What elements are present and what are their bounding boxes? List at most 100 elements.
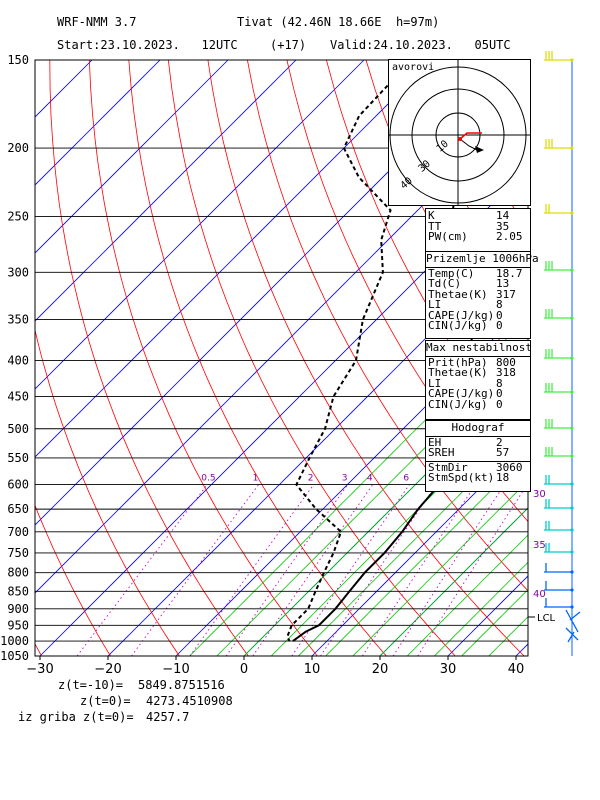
x-tick-label: 20 [372,662,389,677]
mixing-ratio-label: 0.5 [201,474,215,484]
wind-barb-point [570,316,574,320]
grib-value: 4257.7 [146,710,190,724]
hodograf-panel: Hodograf EH 2 SREH 57 StmDir 3060 StmSpd(kt… [425,420,531,492]
x-tick-label: 30 [440,662,457,677]
moist-adiabat-line [325,452,528,656]
max-prit-label: Prit(hPa) [428,355,488,369]
mixing-ratio-line [131,484,259,656]
wind-barb-point [570,426,574,430]
stmspd-label: StmSpd(kt) [428,471,495,484]
pressure-tick-label: 650 [7,502,29,516]
moist-adiabat-line [243,371,528,656]
pressure-tick-label: 1000 [0,634,29,648]
isotherm-line [35,60,433,458]
max-instability-panel: Max nestabilnost Prit(hPa) 800 Thetae(K) 3… [425,340,532,420]
z-zero-label: z(t=0)= [80,694,131,708]
pressure-tick-label: 800 [7,566,29,580]
moist-adiabat-line [352,480,528,656]
pressure-tick-label: 350 [7,313,29,327]
isotherm-line [311,439,528,656]
hodograf-title: Hodograf [451,421,505,434]
stmdir-label: StmDir [428,460,468,474]
mixing-ratio-line [189,484,315,656]
surface-cape-label: CAPE(J/kg) [428,308,495,322]
pressure-tick-label: 700 [7,525,29,539]
tt-index-value: 35 [496,219,510,233]
max-thetae-label: Thetae(K) [428,366,488,379]
surface-cape-value: 0 [496,308,503,322]
pressure-tick-label: 750 [7,546,29,560]
pressure-tick-label: 950 [7,618,29,632]
mixing-ratio-line [252,484,374,656]
mixing-ratio-label: 3 [342,474,348,484]
surface-thetae-label: Thetae(K) [428,287,488,301]
surface-temp-label: Temp(C) [428,266,475,280]
wind-barb-point [570,588,574,592]
z-minus10-value: 5849.8751516 [138,678,225,692]
mixing-ratio-label: 6 [403,474,409,484]
mixing-ratio-label: 2 [308,474,314,484]
pressure-tick-label: 300 [7,265,29,279]
valid-time: Valid:24.10.2023. 05UTC [330,38,511,52]
max-cape-value: 0 [496,387,503,400]
isotherm-line [35,60,365,390]
surface-li-value: 8 [496,298,503,311]
pressure-tick-label: 550 [7,451,29,465]
max-cin-value: 0 [496,397,503,411]
indices-panel: K 14 TT 35 PW(cm) 2.05 [425,208,531,252]
mixing-ratio-line [76,484,208,656]
surface-title: Prizemlje 1006hPa [426,252,539,265]
dry-adiabat-line [88,60,318,656]
moist-adiabat-line [216,343,528,656]
z-zero-value: 4273.4510908 [146,694,233,708]
wind-barb-point [570,211,574,215]
right-side-label: 40 [533,589,546,600]
max-thetae-value: 318 [496,366,516,379]
pressure-tick-label: 250 [7,209,29,223]
pressure-tick-label: 600 [7,478,29,492]
isotherm-line [107,235,528,656]
max-instability-title: Max nestabilnost [426,341,532,354]
isotherm-line [39,167,528,656]
pressure-tick-label: 150 [7,53,29,67]
right-side-label: 30 [533,489,546,500]
k-index-value: 14 [496,209,510,222]
wind-barb-point [570,58,574,62]
x-tick-label: −20 [94,662,121,677]
station-info: Tivat (42.46N 18.66E h=97m) [237,15,440,29]
wind-barb-point [570,550,574,554]
mixing-ratio-line [417,484,528,656]
x-tick-label: −10 [162,662,189,677]
sreh-value: 57 [496,446,510,459]
surface-temp-value: 18.7 [496,266,523,280]
x-tick-label: 10 [304,662,321,677]
dewpoint-line [286,60,413,642]
mixing-ratio-line [362,484,476,656]
isotherm-line [35,60,297,322]
lcl-label: LCL [537,613,556,624]
pressure-tick-label: 1050 [0,649,29,663]
k-index-label: K [428,209,435,222]
start-time: Start:23.10.2023. 12UTC [57,38,238,52]
x-tick-label: 40 [508,662,525,677]
wind-barb-point [570,146,574,150]
max-prit-value: 800 [496,355,516,369]
surface-panel: Prizemlje 1006hPa Temp(C) 18.7 Td(C) 13 Th… [425,251,539,339]
lead-time: (+17) [270,38,307,52]
moist-adiabat-line [406,534,528,656]
surface-cin-value: 0 [496,319,503,332]
tt-index-label: TT [428,219,442,233]
surface-td-value: 13 [496,277,510,290]
pressure-tick-label: 900 [7,602,29,616]
pressure-tick-label: 200 [7,141,29,155]
hodograph-title: avorovi [392,62,435,73]
wind-barb-point [570,356,574,360]
mixing-ratio-label: 1 [253,474,259,484]
wind-barb-point [570,482,574,486]
wind-barb-point [570,570,574,574]
z-minus10-label: z(t=-10)= [58,678,124,692]
pressure-tick-label: 500 [7,422,29,436]
pressure-tick-label: 450 [7,389,29,403]
surface-td-label: Td(C) [428,277,462,290]
wind-barb-point [570,454,574,458]
